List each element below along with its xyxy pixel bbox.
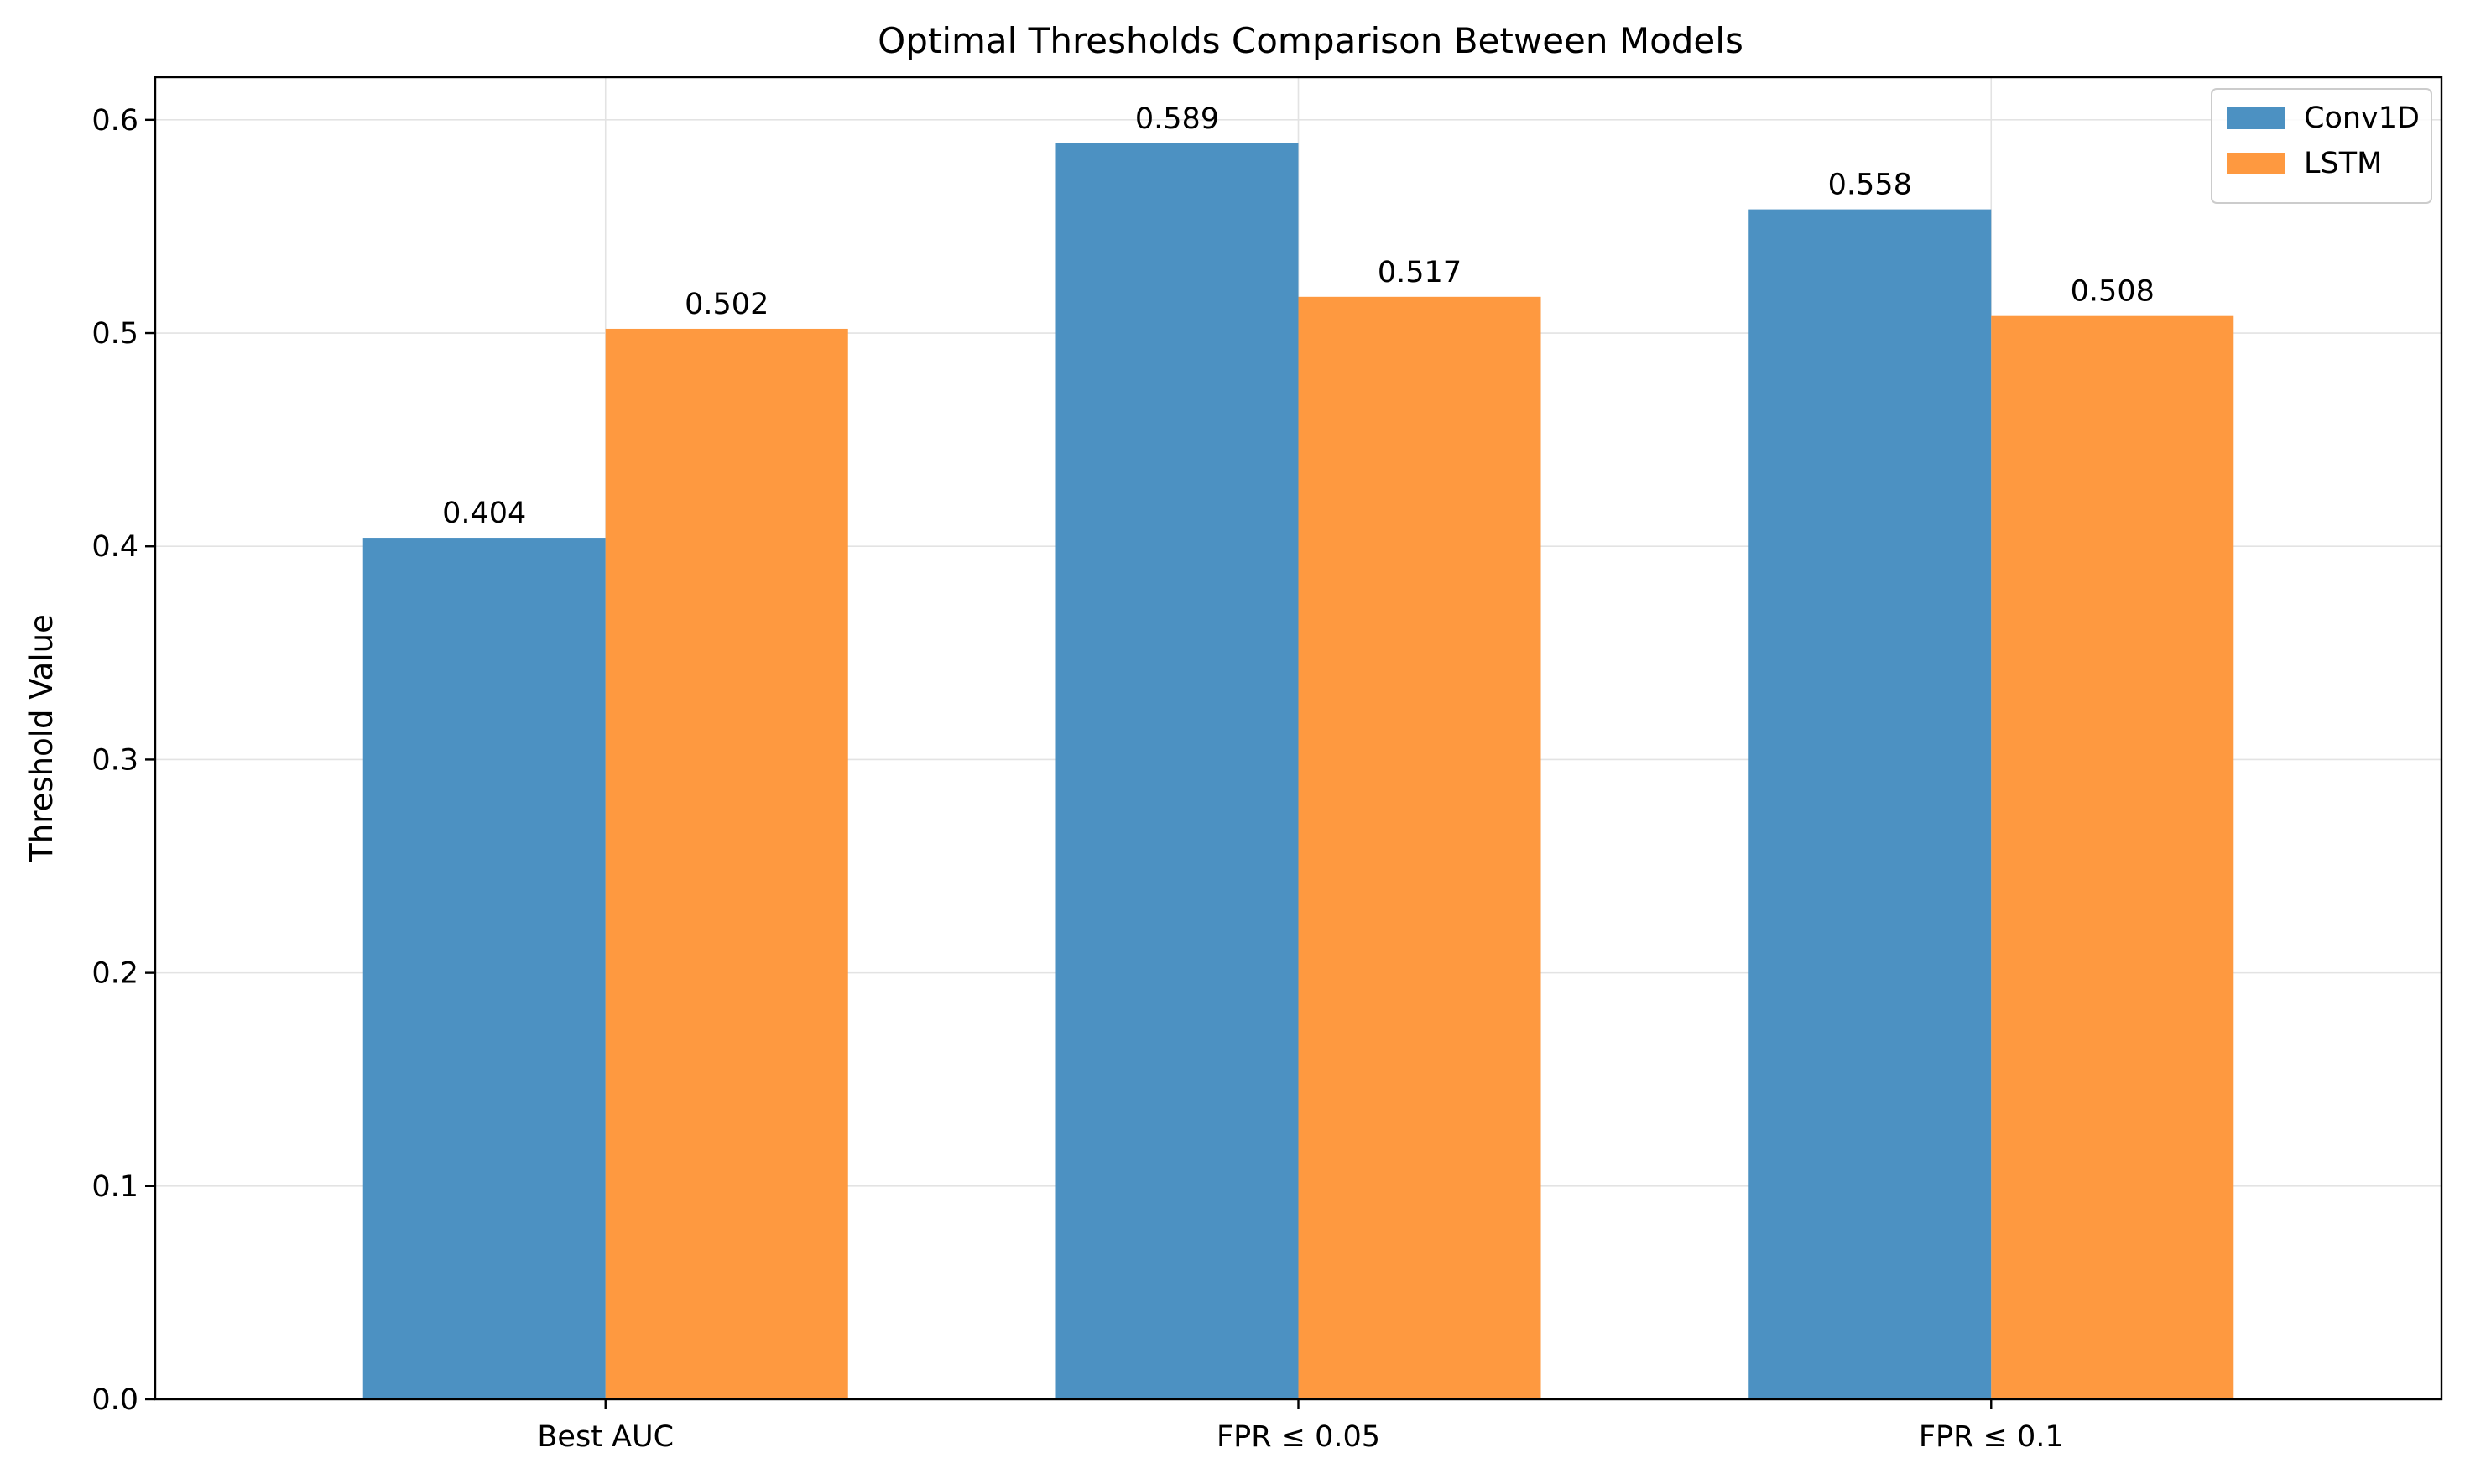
y-tick-label: 0.2 — [91, 957, 138, 991]
y-tick-label: 0.4 — [91, 530, 138, 564]
legend: Conv1D LSTM — [2211, 88, 2432, 204]
bars — [362, 143, 2234, 1400]
data-label: 0.508 — [2071, 275, 2155, 309]
data-labels: 0.404 0.589 0.558 0.502 0.517 0.508 — [442, 102, 2155, 530]
y-tick-label: 0.5 — [91, 317, 138, 351]
bar-conv1d-0 — [362, 538, 606, 1399]
chart-title: Optimal Thresholds Comparison Between Mo… — [878, 20, 1743, 61]
y-tick-label: 0.1 — [91, 1170, 138, 1204]
data-label: 0.404 — [442, 497, 526, 530]
y-tick-label: 0.3 — [91, 743, 138, 777]
bar-conv1d-2 — [1748, 209, 1992, 1400]
plot-frame — [154, 76, 2443, 1401]
x-tick-label: FPR ≤ 0.05 — [1217, 1420, 1380, 1454]
data-label: 0.517 — [1378, 256, 1462, 289]
bar-lstm-0 — [605, 328, 848, 1400]
y-tick-label: 0.0 — [91, 1383, 138, 1417]
data-label: 0.502 — [685, 288, 769, 321]
y-axis-label: Threshold Value — [23, 614, 60, 863]
data-label: 0.589 — [1135, 102, 1219, 136]
data-label: 0.558 — [1828, 169, 1912, 202]
y-tick-label: 0.6 — [91, 104, 138, 138]
axes: 0.0 0.1 0.2 0.3 0.4 0.5 0.6 Best AUC FPR ≤ 0.05 F… — [91, 76, 2443, 1454]
bar-conv1d-1 — [1055, 143, 1299, 1399]
legend-swatch-conv1d — [2227, 107, 2285, 129]
legend-swatch-lstm — [2227, 153, 2285, 174]
x-tick-label: FPR ≤ 0.1 — [1919, 1420, 2064, 1454]
legend-label-lstm: LSTM — [2304, 147, 2382, 180]
bar-lstm-2 — [1991, 315, 2234, 1399]
legend-label-conv1d: Conv1D — [2304, 102, 2420, 135]
x-tick-label: Best AUC — [537, 1420, 674, 1454]
bar-lstm-1 — [1298, 296, 1541, 1400]
